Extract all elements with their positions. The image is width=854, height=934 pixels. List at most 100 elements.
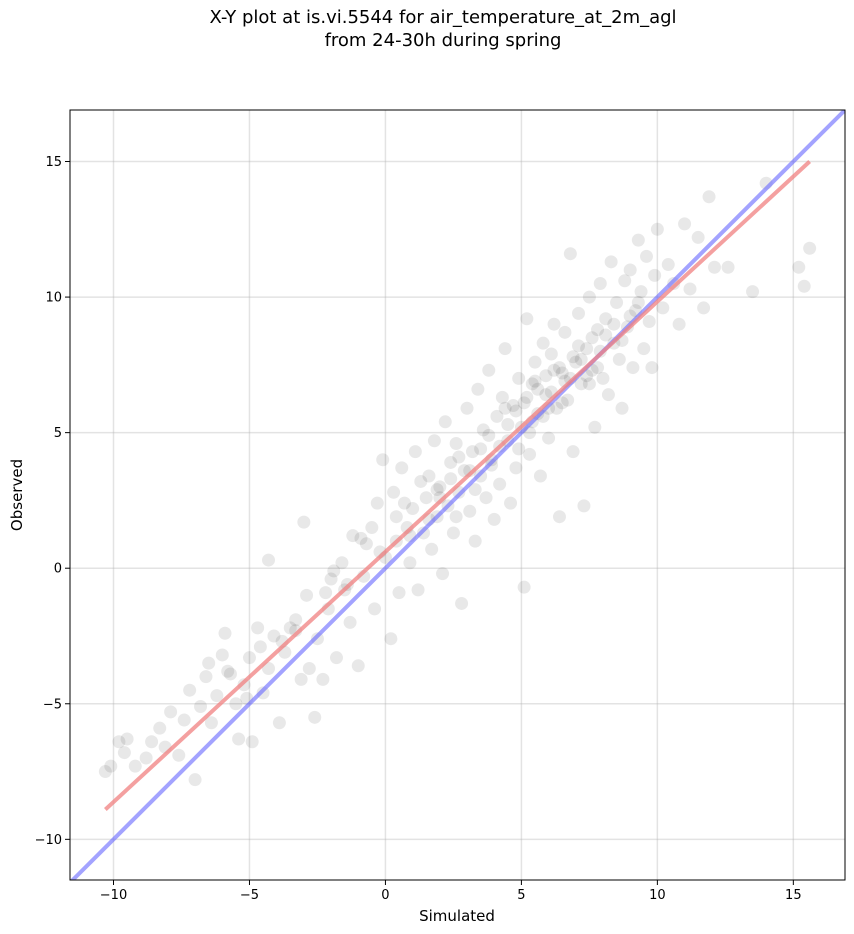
scatter-point xyxy=(308,710,322,724)
scatter-point xyxy=(509,461,523,475)
scatter-point xyxy=(504,496,518,510)
grid-lines xyxy=(70,110,845,880)
scatter-point xyxy=(531,382,545,396)
scatter-point xyxy=(618,274,632,288)
scatter-point xyxy=(395,461,409,475)
scatter-point xyxy=(547,317,561,331)
scatter-point xyxy=(610,296,624,309)
scatter-point xyxy=(463,504,477,518)
scatter-point xyxy=(164,705,178,719)
scatter-point xyxy=(324,572,338,586)
scatter-point xyxy=(346,529,360,543)
scatter-point xyxy=(493,477,507,491)
scatter-point xyxy=(574,377,588,391)
scatter-point xyxy=(98,765,112,779)
scatter-point xyxy=(746,285,760,299)
scatter-point xyxy=(539,388,553,402)
scatter-point xyxy=(117,746,131,760)
scatter-point xyxy=(194,699,208,713)
scatter-point xyxy=(436,567,450,581)
scatter-point xyxy=(528,355,542,369)
scatter-point xyxy=(392,586,406,600)
chart-title-line2: from 24-30h during spring xyxy=(324,30,562,51)
scatter-point xyxy=(520,312,534,326)
scatter-point xyxy=(177,713,191,727)
scatter-point xyxy=(267,629,281,643)
scatter-point xyxy=(702,190,716,204)
scatter-point xyxy=(354,531,368,545)
scatter-point xyxy=(631,296,645,309)
scatter-point xyxy=(316,672,330,686)
scatter-point xyxy=(204,716,218,730)
x-tick-label: 5 xyxy=(517,888,525,903)
scatter-point xyxy=(471,382,485,396)
scatter-point xyxy=(452,450,466,464)
scatter-point xyxy=(215,648,229,662)
scatter-point xyxy=(327,564,341,578)
scatter-point xyxy=(555,396,569,410)
y-axis-label: Observed xyxy=(8,459,26,531)
y-tick-label: 10 xyxy=(45,291,62,306)
scatter-point xyxy=(449,436,463,450)
scatter-point xyxy=(495,390,509,404)
scatter-point xyxy=(476,423,490,437)
scatter-point xyxy=(683,282,697,296)
y-tick-label: 0 xyxy=(54,562,62,577)
y-tick-label: 15 xyxy=(45,155,62,170)
scatter-point xyxy=(218,626,232,640)
scatter-point xyxy=(721,260,735,274)
scatter-point xyxy=(444,455,458,469)
x-tick-label: 15 xyxy=(785,888,802,903)
scatter-point xyxy=(566,350,580,364)
scatter-point xyxy=(112,735,126,749)
scatter-point xyxy=(370,496,384,510)
scatter-point xyxy=(637,342,651,356)
scatter-point xyxy=(411,583,425,597)
scatter-point xyxy=(419,491,433,505)
scatter-point xyxy=(479,491,493,505)
scatter-point xyxy=(365,521,379,535)
fit-line xyxy=(103,160,812,811)
scatter-point xyxy=(262,553,276,567)
scatter-point xyxy=(104,759,118,773)
scatter-point xyxy=(406,502,420,516)
scatter-point xyxy=(661,258,675,272)
scatter-point xyxy=(387,485,401,499)
scatter-point xyxy=(455,596,469,610)
plot-frame xyxy=(69,109,846,881)
scatter-point xyxy=(601,388,615,402)
scatter-point xyxy=(539,369,553,383)
y-tick-label: −10 xyxy=(35,833,62,848)
scatter-point xyxy=(536,336,550,350)
scatter-point xyxy=(414,474,428,488)
scatter-point xyxy=(585,331,599,345)
scatter-point xyxy=(501,418,515,432)
scatter-point xyxy=(561,393,575,407)
scatter-point xyxy=(550,401,564,415)
scatter-point xyxy=(593,277,607,291)
scatter-point xyxy=(232,732,246,746)
identity-line xyxy=(70,110,845,880)
scatter-point xyxy=(221,664,235,678)
scatter-point xyxy=(145,735,159,749)
scatter-point xyxy=(289,613,303,627)
scatter-point xyxy=(509,404,523,418)
scatter-point xyxy=(506,399,520,413)
scatter-point xyxy=(569,355,583,369)
scatter-point xyxy=(599,312,613,326)
scatter-point xyxy=(574,352,588,366)
scatter-point xyxy=(153,721,167,735)
scatter-point xyxy=(188,773,202,787)
scatter-point xyxy=(631,233,645,247)
scatter-point xyxy=(319,586,333,600)
scatter-point xyxy=(803,241,817,255)
scatter-point xyxy=(335,556,349,570)
scatter-point xyxy=(691,230,705,244)
scatter-point xyxy=(596,371,610,385)
scatter-point xyxy=(498,342,512,356)
scatter-point xyxy=(563,247,577,261)
chart-title-line1: X-Y plot at is.vi.5544 for air_temperatu… xyxy=(209,7,677,28)
scatter-point xyxy=(199,670,213,684)
scatter-point xyxy=(368,602,382,616)
